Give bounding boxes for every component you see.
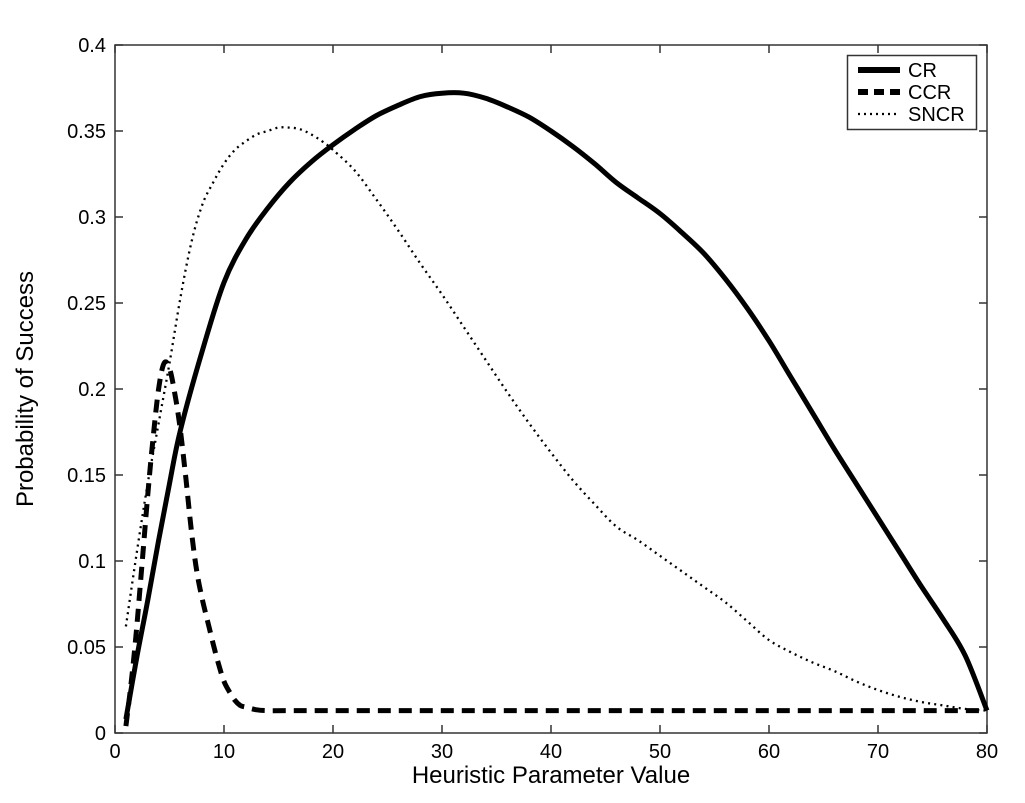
legend: CR CCR SNCR [846,54,978,131]
x-tick-label: 20 [322,741,344,763]
ccr-curve [123,359,987,727]
x-tick-label: 10 [213,741,235,763]
y-axis-label: Probability of Success [12,271,39,507]
y-tick-label: 0 [95,723,106,745]
x-tick-label: 50 [649,741,671,763]
legend-entry-sncr: SNCR [858,104,965,126]
sncr-curve [124,126,988,712]
legend-label-sncr: SNCR [908,104,965,126]
y-tick-label: 0.25 [67,293,106,315]
y-tick-label: 0.1 [78,551,106,573]
x-tick-label: 40 [540,741,562,763]
legend-entry-ccr: CCR [858,82,951,104]
y-axis-tick-labels: 0 0.05 0.1 0.15 0.2 0.25 0.3 0.35 0.4 [67,35,106,745]
axis-tick-marks [114,44,988,734]
y-tick-label: 0.15 [67,465,106,487]
x-axis-tick-labels: 0 10 20 30 40 50 60 70 80 [109,741,998,763]
x-tick-label: 0 [109,741,120,763]
y-tick-label: 0.35 [67,121,106,143]
y-tick-label: 0.2 [78,379,106,401]
y-tick-label: 0.05 [67,637,106,659]
y-tick-label: 0.3 [78,207,106,229]
legend-label-ccr: CCR [908,82,951,104]
x-tick-label: 80 [976,741,998,763]
plot-area [114,44,988,734]
x-axis-label: Heuristic Parameter Value [412,762,690,789]
legend-entry-cr: CR [858,60,937,82]
legend-label-cr: CR [908,60,937,82]
x-tick-label: 60 [758,741,780,763]
cr-curve [123,90,990,720]
x-tick-label: 70 [867,741,889,763]
x-tick-label: 30 [431,741,453,763]
y-tick-label: 0.4 [78,35,106,57]
